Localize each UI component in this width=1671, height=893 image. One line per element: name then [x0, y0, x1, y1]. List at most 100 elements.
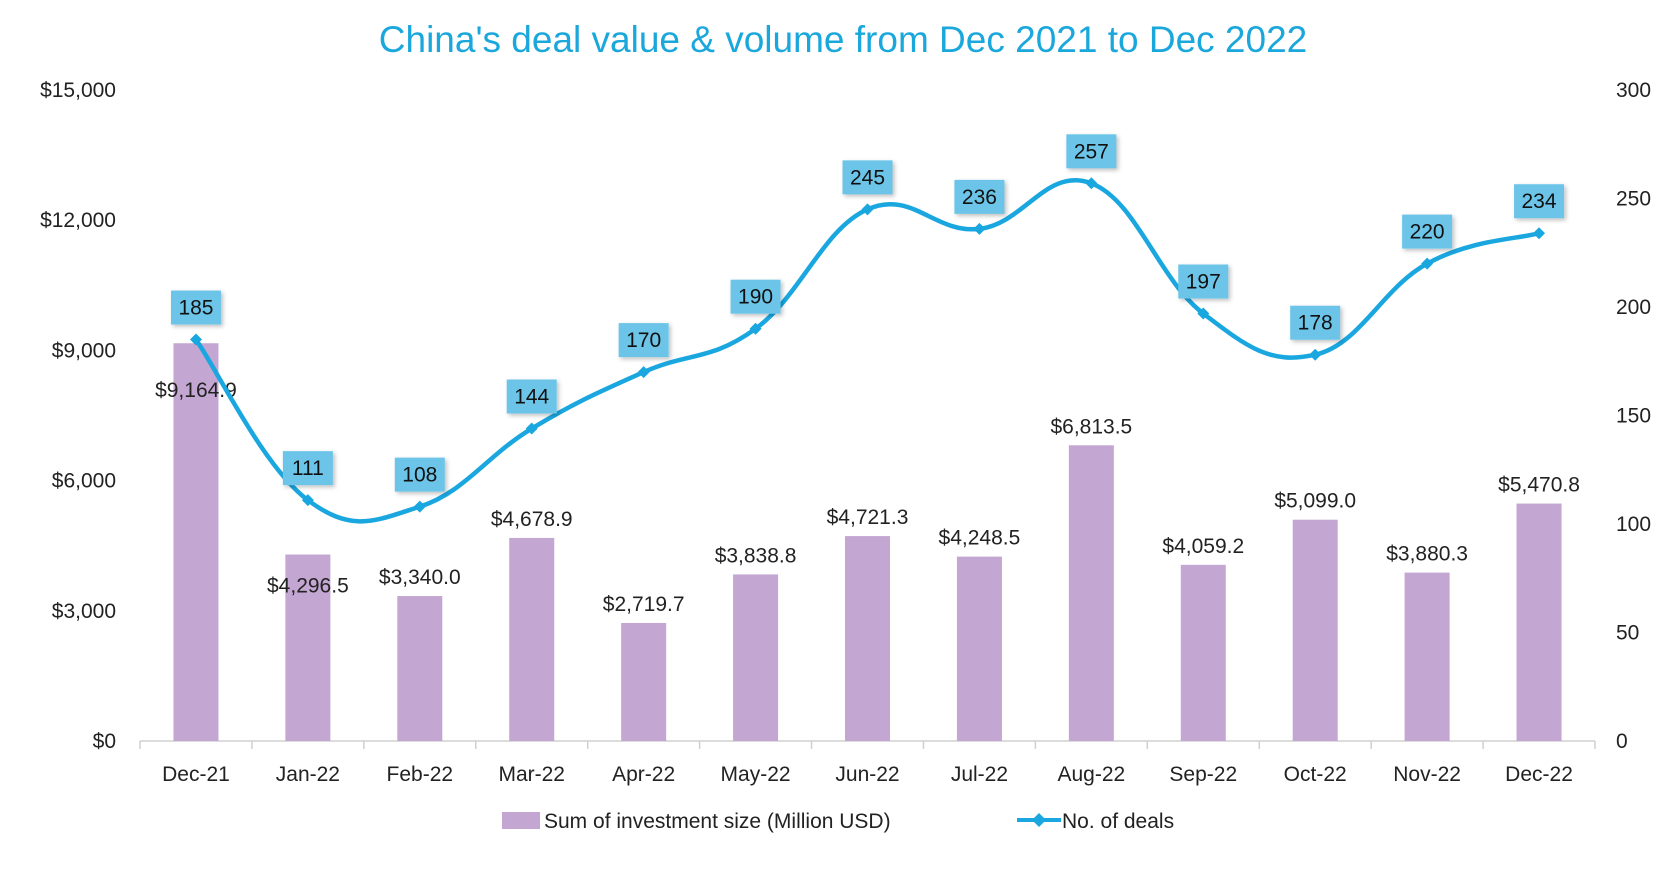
bar [733, 574, 779, 741]
y-left-tick-label: $9,000 [52, 339, 116, 362]
line-marker [1421, 257, 1434, 270]
x-tick-label: Apr-22 [612, 763, 675, 786]
x-tick-label: Dec-21 [162, 763, 230, 786]
chart-title: China's deal value & volume from Dec 202… [379, 19, 1307, 60]
line-data-label: 257 [1074, 140, 1109, 163]
line-data-label: 220 [1410, 221, 1445, 244]
line-data-label-box [730, 279, 781, 314]
bar-data-label: $2,719.7 [603, 593, 685, 616]
x-tick-label: Jan-22 [276, 763, 340, 786]
line-marker [749, 322, 762, 335]
y-right-tick-label: 50 [1616, 622, 1639, 645]
bar-data-label: $9,164.9 [155, 379, 237, 402]
bar-data-label: $3,880.3 [1386, 543, 1468, 566]
bar [1068, 445, 1114, 741]
bar-data-label: $5,470.8 [1498, 474, 1580, 497]
line-data-label-box [1178, 264, 1229, 299]
y-axis-right: 0 50 100 150 200 250 300 [1616, 79, 1651, 753]
line-marker [861, 203, 874, 216]
y-right-tick-label: 150 [1616, 405, 1651, 428]
line-data-label: 111 [292, 457, 324, 480]
line-marker [1085, 177, 1098, 190]
line-data-label-box [1066, 134, 1117, 169]
bar [1180, 564, 1226, 741]
legend-label-bars: Sum of investment size (Million USD) [544, 810, 891, 833]
bar-data-label: $4,678.9 [491, 508, 573, 531]
line-marker [1533, 227, 1546, 240]
y-left-tick-label: $6,000 [52, 470, 116, 493]
bar [956, 556, 1002, 741]
y-right-tick-label: 200 [1616, 296, 1651, 319]
bar-data-label: $5,099.0 [1274, 490, 1356, 513]
bar-data-label: $4,721.3 [827, 506, 909, 529]
x-tick-label: Oct-22 [1284, 763, 1347, 786]
line-data-label-box [954, 179, 1005, 214]
y-left-tick-label: $3,000 [52, 600, 116, 623]
legend-swatch-bars [502, 812, 540, 829]
x-tick-label: May-22 [721, 763, 791, 786]
x-axis: Dec-21 Jan-22 Feb-22 Mar-22 Apr-22 May-22 Jun-… [139, 740, 1596, 786]
bar [845, 536, 890, 741]
line-marker [189, 333, 202, 346]
line-data-labels: 185 111 108 144 170 190 245 236 257 197 178 220 234 [170, 134, 1565, 492]
bar-data-label: $6,813.5 [1050, 415, 1132, 438]
bar [1292, 519, 1338, 741]
y-right-tick-label: 0 [1616, 730, 1628, 753]
y-left-tick-label: $0 [93, 730, 116, 753]
x-tick-label: Feb-22 [387, 763, 454, 786]
x-tick-label: Aug-22 [1057, 763, 1125, 786]
line-data-label: 234 [1522, 190, 1557, 213]
y-left-tick-label: $12,000 [40, 209, 116, 232]
line-data-label: 144 [514, 386, 549, 409]
x-tick-label: Dec-22 [1505, 763, 1573, 786]
bar [397, 596, 443, 741]
bar [173, 343, 219, 741]
line-marker [637, 366, 650, 379]
bar-data-label: $4,296.5 [267, 575, 349, 598]
line-marker [525, 422, 538, 435]
line-data-label-box [618, 323, 669, 358]
line-data-label: 170 [626, 329, 661, 352]
x-tick-label: Jun-22 [835, 763, 899, 786]
legend-swatch-marker [1032, 813, 1046, 827]
y-right-tick-label: 250 [1616, 188, 1651, 211]
bar-data-labels: $9,164.9 $4,296.5 $3,340.0 $4,678.9 $2,719.7… [155, 379, 1580, 616]
x-tick-label: Mar-22 [498, 763, 565, 786]
line-data-label-box [1514, 184, 1565, 219]
legend: Sum of investment size (Million USD) No.… [502, 810, 1174, 833]
bar-data-label: $3,838.8 [715, 544, 797, 567]
legend-label-line: No. of deals [1062, 810, 1174, 833]
line-marker [973, 222, 986, 235]
line-data-label: 108 [402, 464, 437, 487]
line-data-label: 245 [850, 166, 885, 189]
bar-data-label: $4,248.5 [939, 527, 1021, 550]
line-data-label-box [170, 290, 221, 325]
line-data-label-box [1402, 214, 1453, 249]
line-data-label-box [1290, 305, 1341, 340]
bar [1404, 572, 1450, 741]
line-marker [301, 494, 314, 507]
line-marker [413, 500, 426, 513]
bar [509, 537, 555, 741]
y-axis-left: $0 $3,000 $6,000 $9,000 $12,000 $15,000 [40, 79, 116, 753]
y-right-tick-label: 100 [1616, 513, 1651, 536]
line-data-label-box [282, 451, 333, 486]
line-data-label-box [394, 457, 445, 492]
line-data-label: 185 [178, 297, 213, 320]
bar-data-label: $4,059.2 [1162, 535, 1244, 558]
x-tick-label: Nov-22 [1393, 763, 1461, 786]
bar [621, 622, 667, 741]
line-series [189, 177, 1546, 524]
y-right-tick-label: 300 [1616, 79, 1651, 102]
line-marker [1309, 348, 1322, 361]
line-data-label: 197 [1186, 271, 1221, 294]
bar-series [173, 343, 1562, 741]
line-data-label: 236 [962, 186, 997, 209]
line-marker [1197, 307, 1210, 320]
bar [285, 554, 331, 741]
bar [1516, 503, 1562, 741]
x-tick-label: Jul-22 [951, 763, 1008, 786]
line-data-label: 190 [738, 286, 773, 309]
line-data-label: 178 [1298, 312, 1333, 335]
